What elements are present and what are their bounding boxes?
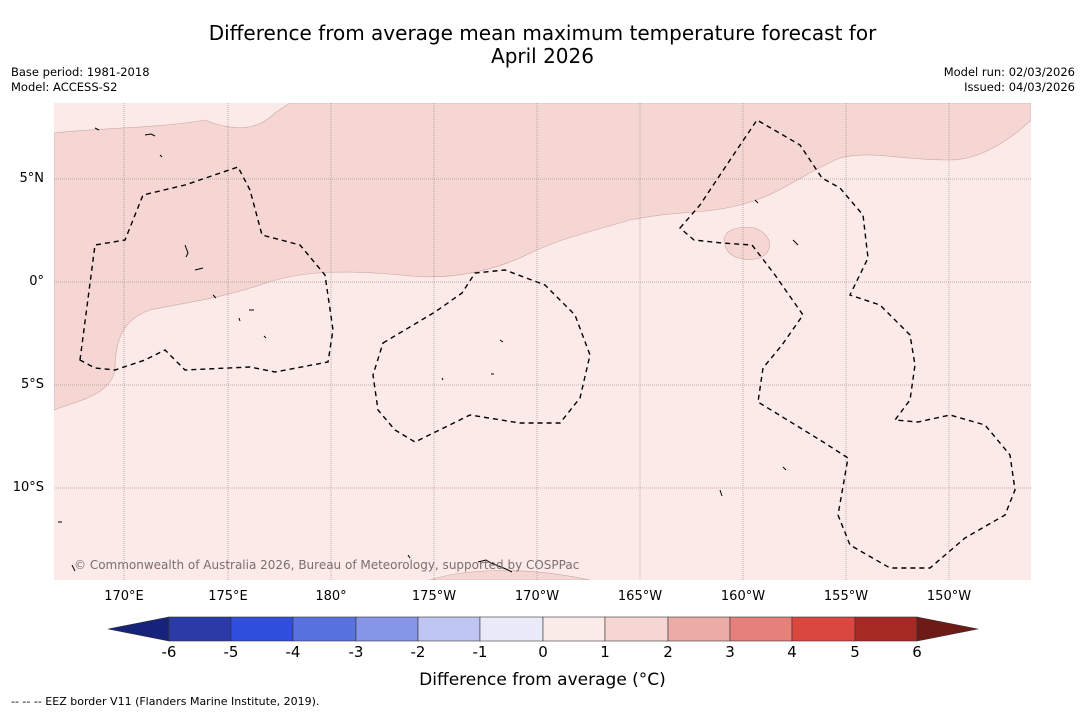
eez-legend: -- -- -- EEZ border V11 (Flanders Marine… bbox=[11, 695, 320, 708]
eez-border-phoenix bbox=[372, 269, 591, 443]
colorbar-bin bbox=[604, 616, 669, 642]
colorbar-bin bbox=[854, 616, 918, 642]
colorbar-bin bbox=[230, 616, 294, 642]
colorbar-tick: 6 bbox=[912, 643, 922, 661]
map-grid bbox=[54, 103, 1031, 580]
issued-date: Issued: 04/03/2026 bbox=[964, 80, 1075, 94]
lon-label-180: 180° bbox=[315, 589, 347, 604]
colorbar-bin bbox=[168, 616, 232, 642]
colorbar-tick: -3 bbox=[348, 643, 364, 661]
anomaly-blob-east bbox=[723, 227, 770, 260]
lon-label-150w: 150°W bbox=[926, 589, 972, 604]
model-name: Model: ACCESS-S2 bbox=[11, 80, 118, 94]
lat-label-5n: 5°N bbox=[19, 171, 45, 186]
title-line-1: Difference from average mean maximum tem… bbox=[208, 21, 877, 45]
colorbar-tick: -6 bbox=[161, 643, 177, 661]
colorbar-bin bbox=[542, 616, 606, 642]
colorbar-bin bbox=[791, 616, 856, 642]
lon-label-160w: 160°W bbox=[720, 589, 766, 604]
lon-label-175w: 175°W bbox=[411, 589, 457, 604]
chart-title: Difference from average mean maximum tem… bbox=[0, 22, 1085, 68]
meta-right: Model run: 02/03/2026 Issued: 04/03/2026 bbox=[944, 65, 1075, 95]
anomaly-blob-south bbox=[429, 570, 591, 580]
colorbar-bin bbox=[729, 616, 793, 642]
colorbar-bin bbox=[355, 616, 419, 642]
lon-label-165w: 165°W bbox=[617, 589, 663, 604]
lon-label-155w: 155°W bbox=[823, 589, 869, 604]
colorbar-extend-low bbox=[107, 616, 170, 642]
colorbar-tick: 5 bbox=[850, 643, 860, 661]
model-run: Model run: 02/03/2026 bbox=[943, 65, 1075, 79]
base-period: Base period: 1981-2018 bbox=[11, 65, 150, 79]
lat-label-0: 0° bbox=[29, 274, 44, 289]
lat-label-10s: 10°S bbox=[12, 480, 44, 495]
colorbar bbox=[107, 616, 979, 642]
colorbar-extend-high bbox=[916, 616, 979, 642]
lon-label-170e: 170°E bbox=[104, 589, 144, 604]
colorbar-tick: 2 bbox=[663, 643, 673, 661]
copyright-notice: © Commonwealth of Australia 2026, Bureau… bbox=[74, 558, 580, 572]
lat-label-5s: 5°S bbox=[20, 377, 44, 392]
colorbar-tick: -5 bbox=[223, 643, 239, 661]
eez-border-tuvalu bbox=[79, 166, 334, 373]
colorbar-tick: -4 bbox=[285, 643, 301, 661]
colorbar-tick: 3 bbox=[725, 643, 735, 661]
colorbar-bin bbox=[417, 616, 481, 642]
colorbar-tick: 1 bbox=[600, 643, 610, 661]
eez-border-line-islands bbox=[679, 119, 1016, 569]
colorbar-bin bbox=[292, 616, 357, 642]
colorbar-label: Difference from average (°C) bbox=[419, 670, 666, 690]
colorbar-tick: 0 bbox=[538, 643, 548, 661]
colorbar-tick: -2 bbox=[410, 643, 426, 661]
meta-left: Base period: 1981-2018 Model: ACCESS-S2 bbox=[11, 65, 150, 95]
title-line-2: April 2026 bbox=[491, 44, 594, 68]
colorbar-bin bbox=[667, 616, 731, 642]
lon-label-175e: 175°E bbox=[208, 589, 248, 604]
colorbar-bin bbox=[479, 616, 544, 642]
colorbar-tick: 4 bbox=[787, 643, 797, 661]
lon-label-170w: 170°W bbox=[514, 589, 560, 604]
colorbar-tick: -1 bbox=[472, 643, 488, 661]
anomaly-band-1-2 bbox=[54, 103, 1031, 411]
